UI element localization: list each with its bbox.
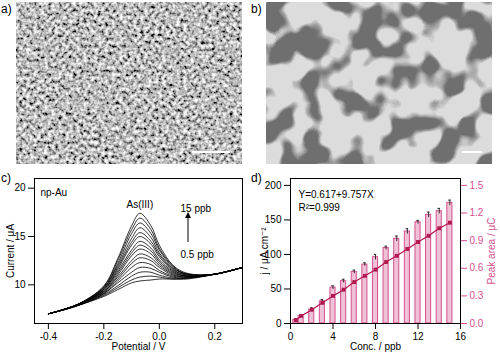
- svg-text:np-Au: np-Au: [41, 187, 68, 198]
- svg-text:20: 20: [14, 182, 26, 193]
- html-text:a): a): [1, 2, 12, 16]
- svg-text:As(III): As(III): [127, 199, 154, 210]
- svg-text:15: 15: [14, 231, 26, 242]
- svg-text:0.9: 0.9: [470, 235, 484, 246]
- svg-text:0.0: 0.0: [152, 330, 167, 342]
- svg-text:0.2: 0.2: [208, 331, 222, 342]
- svg-text:R²=0.999: R²=0.999: [299, 202, 341, 213]
- svg-text:1.5: 1.5: [470, 180, 484, 191]
- svg-text:0.3: 0.3: [470, 290, 484, 301]
- svg-text:200: 200: [265, 180, 282, 191]
- svg-text:150: 150: [265, 214, 282, 225]
- svg-text:0.6: 0.6: [470, 262, 484, 273]
- svg-text:1.2: 1.2: [470, 207, 484, 218]
- svg-text:10: 10: [14, 279, 26, 290]
- svg-text:Potential / V: Potential / V: [112, 341, 166, 352]
- html-text:b): b): [251, 2, 262, 16]
- svg-text:j / μA cm⁻²: j / μA cm⁻²: [259, 227, 270, 276]
- svg-text:-0.4: -0.4: [40, 331, 58, 342]
- svg-text:8: 8: [372, 330, 379, 342]
- svg-text:4: 4: [330, 331, 336, 342]
- svg-text:Peak area / μC: Peak area / μC: [486, 218, 497, 285]
- svg-text:16: 16: [455, 331, 467, 342]
- html-text:d): d): [251, 171, 262, 185]
- svg-text:0: 0: [288, 331, 294, 342]
- svg-text:15 ppb: 15 ppb: [181, 203, 212, 214]
- svg-text:100: 100: [264, 248, 282, 260]
- svg-text:-0.2: -0.2: [95, 331, 113, 342]
- svg-text:Y=0.617+9.757X: Y=0.617+9.757X: [299, 189, 374, 200]
- svg-text:Current / μA: Current / μA: [5, 224, 16, 278]
- svg-text:12: 12: [412, 331, 424, 342]
- svg-text:50: 50: [270, 283, 282, 294]
- html-text:c): c): [1, 171, 11, 185]
- svg-text:0.5 ppb: 0.5 ppb: [181, 249, 215, 260]
- svg-text:0: 0: [276, 318, 282, 329]
- svg-text:Conc. / ppb: Conc. / ppb: [350, 341, 402, 352]
- svg-text:0.0: 0.0: [470, 318, 484, 329]
